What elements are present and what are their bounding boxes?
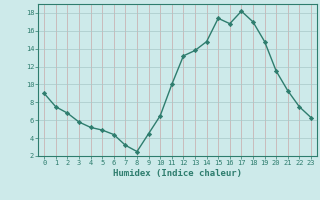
X-axis label: Humidex (Indice chaleur): Humidex (Indice chaleur): [113, 169, 242, 178]
